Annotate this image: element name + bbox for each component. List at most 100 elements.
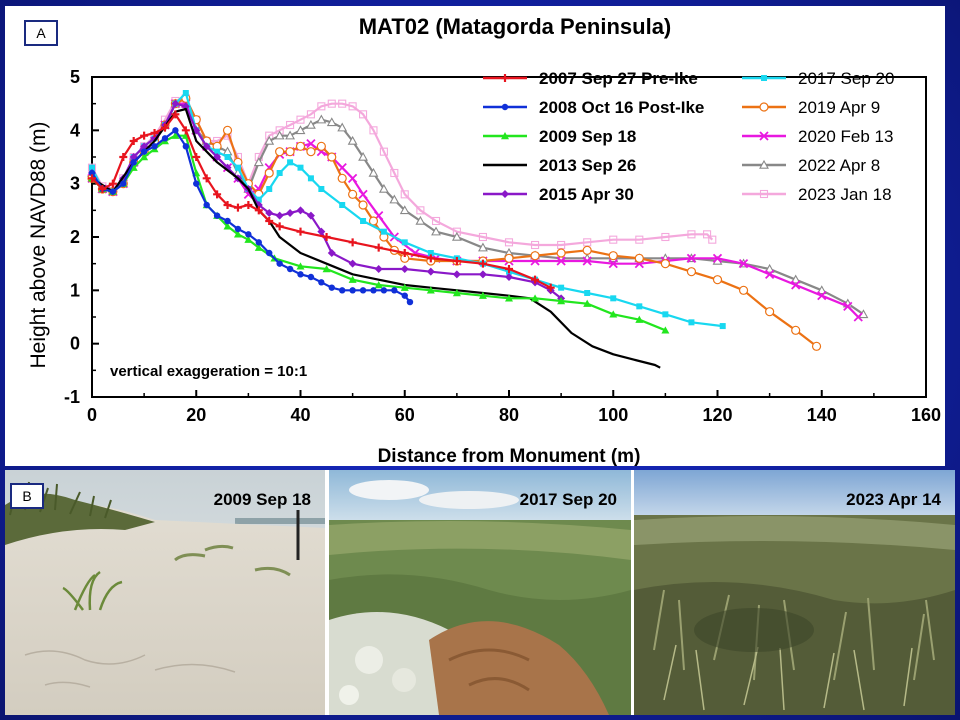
data-point <box>222 125 233 135</box>
data-point <box>370 287 377 294</box>
data-point <box>686 267 697 277</box>
legend-item: 2019 Apr 9 <box>742 98 880 117</box>
data-point <box>635 315 644 323</box>
x-tick-label: 160 <box>911 405 941 425</box>
data-point <box>213 212 221 219</box>
data-point <box>285 130 296 140</box>
data-point <box>182 90 189 96</box>
data-point <box>426 254 435 263</box>
data-point <box>389 194 400 204</box>
data-point <box>399 205 410 215</box>
data-point <box>378 183 389 193</box>
legend-label: 2022 Apr 8 <box>798 156 880 175</box>
data-point <box>171 110 180 119</box>
data-point <box>400 249 409 257</box>
data-point <box>119 153 128 161</box>
data-point <box>129 163 138 171</box>
data-point <box>401 292 408 299</box>
data-point <box>712 253 723 263</box>
data-point <box>98 185 107 193</box>
data-point <box>582 256 592 266</box>
data-point <box>307 273 315 281</box>
data-point <box>426 286 435 294</box>
exaggeration-annotation: vertical exaggeration = 10:1 <box>110 363 307 380</box>
data-point <box>687 230 696 239</box>
data-point <box>349 287 356 294</box>
data-point <box>316 114 327 124</box>
data-point <box>400 265 409 273</box>
data-point <box>286 120 295 130</box>
data-point <box>374 265 383 273</box>
data-point <box>765 307 775 317</box>
plot-area: 0 20 40 60 80 100 120 140 160 -1 0 1 2 3 4 5 <box>64 67 941 425</box>
y-tick-label: 0 <box>70 334 80 354</box>
legend-marker <box>501 190 509 198</box>
data-point <box>171 131 180 139</box>
legend-item: 2020 Feb 13 <box>742 127 893 146</box>
data-point <box>213 190 222 199</box>
data-point <box>295 141 306 151</box>
data-point <box>265 217 274 225</box>
data-point <box>274 130 285 140</box>
data-point <box>556 256 566 266</box>
data-point <box>374 243 383 252</box>
data-point <box>348 189 358 199</box>
data-point <box>255 239 262 246</box>
legend-label: 2015 Apr 30 <box>539 185 634 204</box>
legend-label: 2020 Feb 13 <box>798 127 893 146</box>
data-point <box>89 164 95 171</box>
data-point <box>427 250 434 256</box>
data-point <box>233 203 242 212</box>
data-point <box>140 148 148 155</box>
legend-label: 2008 Oct 16 Post-Ike <box>539 98 704 117</box>
legend-item: 2007 Sep 27 Pre-Ike <box>483 69 698 88</box>
x-tick-label: 0 <box>87 405 97 425</box>
data-point <box>307 175 314 182</box>
data-point <box>265 209 274 217</box>
data-point <box>223 222 232 230</box>
data-point <box>245 231 252 238</box>
data-point <box>843 301 853 311</box>
data-point <box>234 225 242 233</box>
data-point <box>161 135 169 142</box>
photo-2023: 2023 Apr 14 <box>634 470 955 715</box>
data-point <box>276 260 283 267</box>
legend-label: 2013 Sep 26 <box>539 156 636 175</box>
data-point <box>223 201 232 209</box>
data-point <box>348 259 357 268</box>
data-point <box>531 275 540 284</box>
data-point <box>327 99 336 108</box>
photo-2009: 2009 Sep 18 <box>5 470 325 715</box>
data-point <box>129 137 138 145</box>
data-point <box>140 131 149 140</box>
data-point <box>322 265 331 273</box>
data-point <box>738 285 749 295</box>
x-tick-label: 60 <box>395 405 415 425</box>
data-point <box>296 206 305 215</box>
data-point <box>296 262 305 270</box>
data-point <box>531 294 540 302</box>
data-point <box>130 159 137 166</box>
legend-label: 2009 Sep 18 <box>539 127 636 146</box>
data-point <box>286 265 294 273</box>
data-point <box>108 179 117 188</box>
data-point <box>703 230 712 239</box>
data-point <box>661 232 670 242</box>
data-point <box>791 325 801 335</box>
data-point <box>275 211 284 220</box>
data-point <box>478 291 487 299</box>
data-point <box>557 297 566 305</box>
data-point <box>88 169 96 177</box>
panel-label-a: A <box>24 20 58 46</box>
photo-2017: 2017 Sep 20 <box>329 470 631 715</box>
data-point <box>287 159 294 166</box>
series-line <box>91 102 562 300</box>
legend-item: 2023 Jan 18 <box>742 185 892 204</box>
data-point <box>160 123 169 132</box>
data-point <box>546 283 555 292</box>
data-point <box>556 248 566 258</box>
data-point <box>328 284 335 291</box>
series-4 <box>88 99 566 303</box>
data-point <box>369 126 378 135</box>
data-point <box>380 228 387 235</box>
